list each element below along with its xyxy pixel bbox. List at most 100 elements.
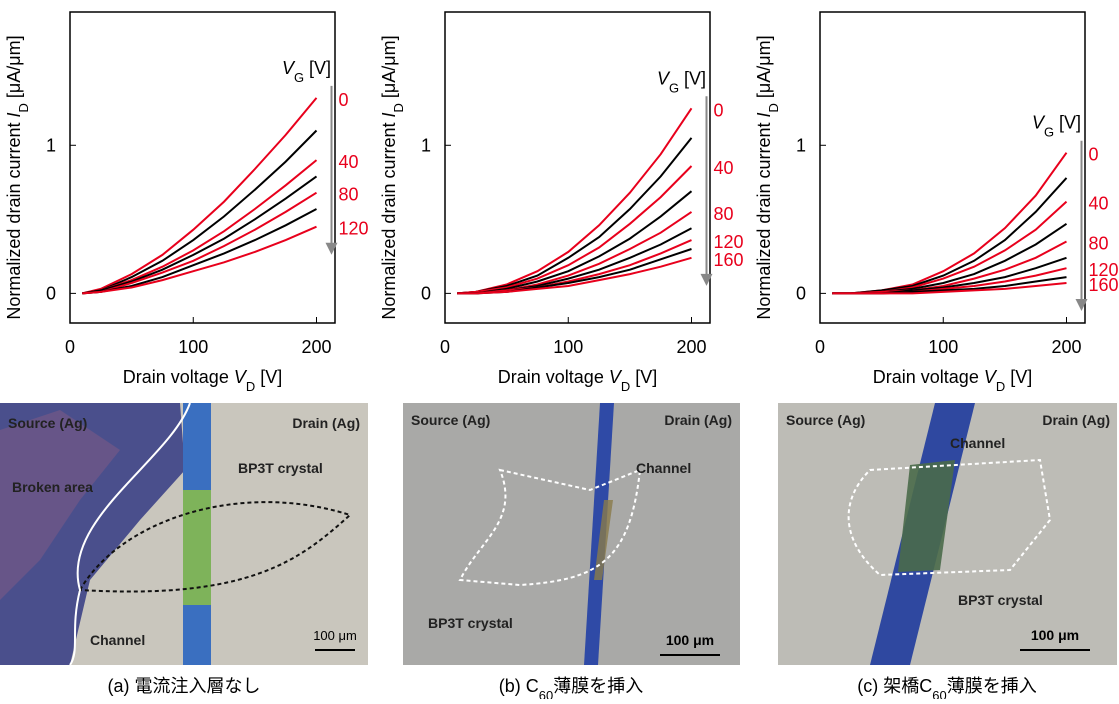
- curve-label: 160: [1089, 275, 1119, 295]
- plot-frame: [444, 11, 711, 324]
- curve-label: 120: [714, 232, 744, 252]
- plot-frame: [69, 11, 336, 324]
- scale-bar-label: 100 μm: [313, 628, 357, 643]
- text-part: G: [294, 69, 304, 84]
- vg-arrow-head: [325, 242, 338, 255]
- curve-label: 120: [1089, 260, 1119, 280]
- curve: [832, 282, 1067, 295]
- curve-label: 120: [339, 219, 369, 239]
- curve: [82, 175, 318, 295]
- curve: [457, 190, 693, 295]
- x-tick-label: 100: [178, 337, 208, 357]
- micrograph-b: Source (Ag) Drain (Ag) Channel BP3T crys…: [403, 403, 740, 665]
- x-tick-label: 200: [301, 337, 331, 357]
- y-tick-label: 0: [421, 283, 431, 303]
- x-tick-label: 0: [815, 337, 825, 357]
- curve-label: 80: [714, 204, 734, 224]
- photo-label: Source (Ag): [8, 415, 87, 431]
- text-part: [V]: [630, 367, 657, 387]
- scale-bar-label: 100 μm: [1031, 627, 1079, 643]
- text-part: Normalized drain current: [379, 118, 399, 320]
- text-part: V: [282, 58, 296, 78]
- x-tick-label: 100: [928, 337, 958, 357]
- x-tick-label: 0: [440, 337, 450, 357]
- text-part: V: [609, 367, 623, 387]
- text-part: [V]: [679, 68, 706, 88]
- micrograph-c: Source (Ag) Drain (Ag) Channel BP3T crys…: [778, 403, 1117, 665]
- vg-arrow-head: [1075, 299, 1088, 312]
- text-part: G: [669, 80, 679, 95]
- scale-bar-label: 100 μm: [666, 632, 714, 648]
- curve-label: 40: [339, 152, 359, 172]
- curve: [82, 97, 318, 295]
- text-part: 60: [932, 688, 946, 700]
- text-part: Drain voltage: [498, 367, 609, 387]
- curve: [457, 137, 693, 295]
- photo-label: Channel: [90, 632, 145, 648]
- text-part: (b) C: [499, 676, 539, 696]
- text-part: V: [1032, 113, 1046, 133]
- curve-label: 160: [714, 250, 744, 270]
- x-axis-label: Drain voltage VD [V]: [498, 367, 657, 394]
- plot-frame: [819, 11, 1086, 324]
- x-tick-label: 0: [65, 337, 75, 357]
- curve-label: 80: [339, 185, 359, 205]
- photo-label: Drain (Ag): [1042, 412, 1110, 428]
- micrograph-a: Source (Ag) Drain (Ag) Broken area BP3T …: [0, 402, 368, 666]
- text-part: [V]: [255, 367, 282, 387]
- x-tick-label: 200: [676, 337, 706, 357]
- text-part: D: [391, 103, 406, 112]
- x-axis-label: Drain voltage VD [V]: [123, 367, 282, 394]
- text-part: I: [379, 113, 399, 118]
- curve-label: 40: [714, 158, 734, 178]
- y-axis-label: Normalized drain current ID [μA/μm]: [4, 35, 31, 319]
- text-part: [V]: [1005, 367, 1032, 387]
- text-part: Normalized drain current: [4, 118, 24, 320]
- photo-label: Source (Ag): [411, 412, 490, 428]
- text-part: (c) 架橋C: [857, 676, 932, 696]
- y-tick-label: 0: [46, 283, 56, 303]
- y-tick-label: 1: [421, 135, 431, 155]
- curve: [82, 191, 318, 295]
- text-part: I: [754, 113, 774, 118]
- text-part: V: [984, 367, 998, 387]
- curve: [82, 225, 317, 295]
- text-part: 薄膜を挿入: [947, 676, 1037, 696]
- caption: (c) 架橋C60薄膜を挿入: [857, 676, 1036, 699]
- text-part: D: [621, 379, 630, 394]
- x-tick-label: 200: [1051, 337, 1081, 357]
- curve-label: 0: [1089, 145, 1099, 165]
- legend-title: VG [V]: [1032, 113, 1081, 140]
- curve: [457, 165, 693, 295]
- text-part: Drain voltage: [123, 367, 234, 387]
- photo-label: Drain (Ag): [664, 412, 732, 428]
- caption: (b) C60薄膜を挿入: [499, 676, 643, 699]
- text-part: D: [996, 379, 1005, 394]
- legend-title: VG [V]: [282, 58, 331, 85]
- photo-label: Source (Ag): [786, 412, 865, 428]
- photo-label: BP3T crystal: [428, 615, 513, 631]
- text-part: [V]: [1054, 113, 1081, 133]
- vg-arrow-head: [700, 273, 713, 286]
- text-part: [V]: [304, 58, 331, 78]
- photo-label: BP3T crystal: [958, 592, 1043, 608]
- text-part: [μA/μm]: [379, 35, 399, 103]
- text-part: 薄膜を挿入: [553, 676, 643, 696]
- photo-label: Channel: [636, 460, 691, 476]
- y-tick-label: 1: [796, 135, 806, 155]
- y-tick-label: 0: [796, 283, 806, 303]
- text-part: Drain voltage: [873, 367, 984, 387]
- text-part: [μA/μm]: [754, 35, 774, 103]
- text-part: 60: [539, 688, 553, 700]
- caption: (a) 電流注入層なし: [108, 676, 261, 696]
- text-part: V: [657, 68, 671, 88]
- curve-label: 0: [339, 90, 349, 110]
- y-tick-label: 1: [46, 135, 56, 155]
- y-axis-label: Normalized drain current ID [μA/μm]: [754, 35, 781, 319]
- text-part: Normalized drain current: [754, 118, 774, 320]
- x-tick-label: 100: [553, 337, 583, 357]
- legend-title: VG [V]: [657, 68, 706, 95]
- text-part: G: [1044, 124, 1054, 139]
- text-part: D: [766, 103, 781, 112]
